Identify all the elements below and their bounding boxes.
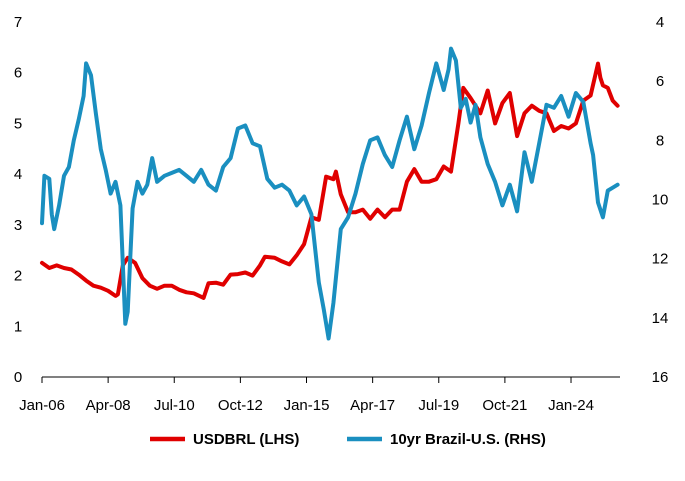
series-layer [40,46,620,341]
y-right-tick-label: 6 [656,73,664,90]
y-right-tick-label: 10 [652,192,669,209]
y-right-tick-label: 12 [652,251,669,268]
y-left-tick-label: 7 [14,14,22,31]
legend: USDBRL (LHS) 10yr Brazil-U.S. (RHS) [150,431,546,448]
y-left-tick-label: 6 [14,65,22,82]
y-right-tick-label: 4 [656,14,664,31]
series-line-usdbrl [40,61,620,300]
y-left-tick-label: 2 [14,268,22,285]
x-tick-label: Jan-15 [284,397,330,414]
y-right-tick-label: 14 [652,310,669,327]
y-left-tick-label: 5 [14,115,22,132]
x-tick-label: Jul-19 [418,397,459,414]
y-right-tick-label: 8 [656,132,664,149]
x-tick-label: Jul-10 [154,397,195,414]
y-right-tick-label: 16 [652,369,669,386]
x-tick-label: Jan-06 [19,397,65,414]
x-tick-label: Jan-24 [548,397,594,414]
y-left-tick-label: 1 [14,318,22,335]
x-tick-label: Oct-21 [482,397,527,414]
y-left-tick-label: 3 [14,217,22,234]
legend-label-spread: 10yr Brazil-U.S. (RHS) [390,431,546,448]
y-left-tick-label: 0 [14,369,22,386]
x-tick-label: Apr-08 [86,397,131,414]
legend-label-usdbrl: USDBRL (LHS) [193,431,299,448]
x-tick-label: Apr-17 [350,397,395,414]
y-left-tick-label: 4 [14,166,22,183]
series-line-brazil-us-spread [40,46,620,341]
x-tick-label: Oct-12 [218,397,263,414]
